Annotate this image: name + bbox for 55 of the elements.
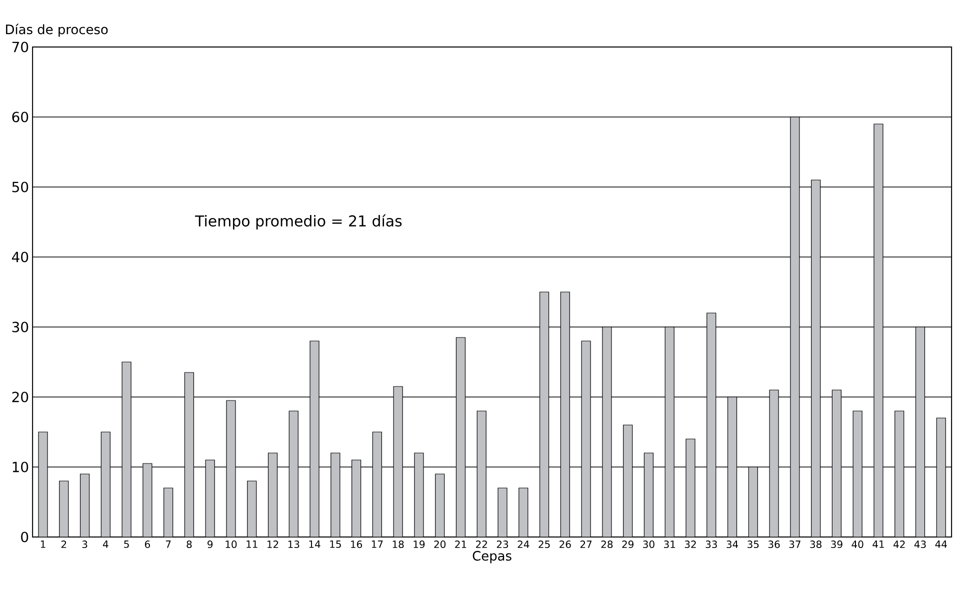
x-tick-label: 33 xyxy=(706,540,717,548)
y-tick-label: 50 xyxy=(12,182,28,192)
x-tick-label: 28 xyxy=(601,540,613,548)
y-tick-label: 10 xyxy=(12,462,28,472)
x-tick-label: 1 xyxy=(40,540,46,548)
x-tick-label: 29 xyxy=(622,540,634,548)
x-tick-label: 21 xyxy=(455,540,466,548)
x-tick-label: 16 xyxy=(351,540,362,548)
y-tick-label: 70 xyxy=(12,42,28,52)
x-tick-label: 7 xyxy=(166,540,171,548)
x-tick-label: 34 xyxy=(726,540,738,548)
x-tick-label: 10 xyxy=(226,540,237,548)
x-tick-label: 27 xyxy=(580,540,592,548)
y-tick-label: 60 xyxy=(12,112,28,122)
x-tick-label: 12 xyxy=(268,540,278,548)
x-tick-label: 23 xyxy=(496,540,508,548)
x-tick-label: 43 xyxy=(914,540,926,548)
y-tick-label: 0 xyxy=(21,532,28,542)
x-tick-label: 3 xyxy=(82,540,88,548)
x-tick-label: 36 xyxy=(768,540,780,548)
x-tick-label: 35 xyxy=(748,540,759,548)
y-axis-title: Días de proceso xyxy=(6,24,108,37)
x-tick-label: 42 xyxy=(893,540,905,548)
x-tick-label: 39 xyxy=(831,540,842,548)
x-tick-label: 6 xyxy=(144,540,150,548)
y-tick-label: 30 xyxy=(12,322,28,332)
x-tick-label: 11 xyxy=(246,540,258,548)
x-tick-label: 5 xyxy=(124,540,129,548)
x-tick-label: 38 xyxy=(810,540,822,548)
y-tick-label: 20 xyxy=(12,392,28,402)
x-tick-label: 31 xyxy=(664,540,676,548)
y-tick-label: 40 xyxy=(12,252,28,262)
x-tick-label: 13 xyxy=(288,540,300,548)
x-tick-label: 25 xyxy=(538,540,550,548)
x-tick-label: 17 xyxy=(372,540,383,548)
x-tick-label: 15 xyxy=(330,540,341,548)
x-tick-label: 18 xyxy=(392,540,404,548)
x-tick-label: 4 xyxy=(102,540,108,548)
x-tick-label: 26 xyxy=(560,540,571,548)
annotation: Tiempo promedio = 21 días xyxy=(195,214,402,230)
x-tick-label: 19 xyxy=(414,540,425,548)
x-tick-label: 44 xyxy=(935,540,947,548)
x-axis-title: Cepas xyxy=(472,550,512,564)
x-tick-label: 30 xyxy=(643,540,654,548)
x-tick-label: 24 xyxy=(518,540,530,548)
x-tick-label: 14 xyxy=(309,540,320,548)
x-tick-label: 9 xyxy=(208,540,213,548)
x-tick-label: 32 xyxy=(684,540,696,548)
x-tick-label: 41 xyxy=(872,540,884,548)
x-tick-label: 20 xyxy=(434,540,446,548)
x-tick-label: 40 xyxy=(852,540,864,548)
x-tick-label: 2 xyxy=(61,540,66,548)
x-tick-label: 37 xyxy=(789,540,800,548)
x-tick-label: 8 xyxy=(186,540,192,548)
x-tick-label: 22 xyxy=(476,540,487,548)
